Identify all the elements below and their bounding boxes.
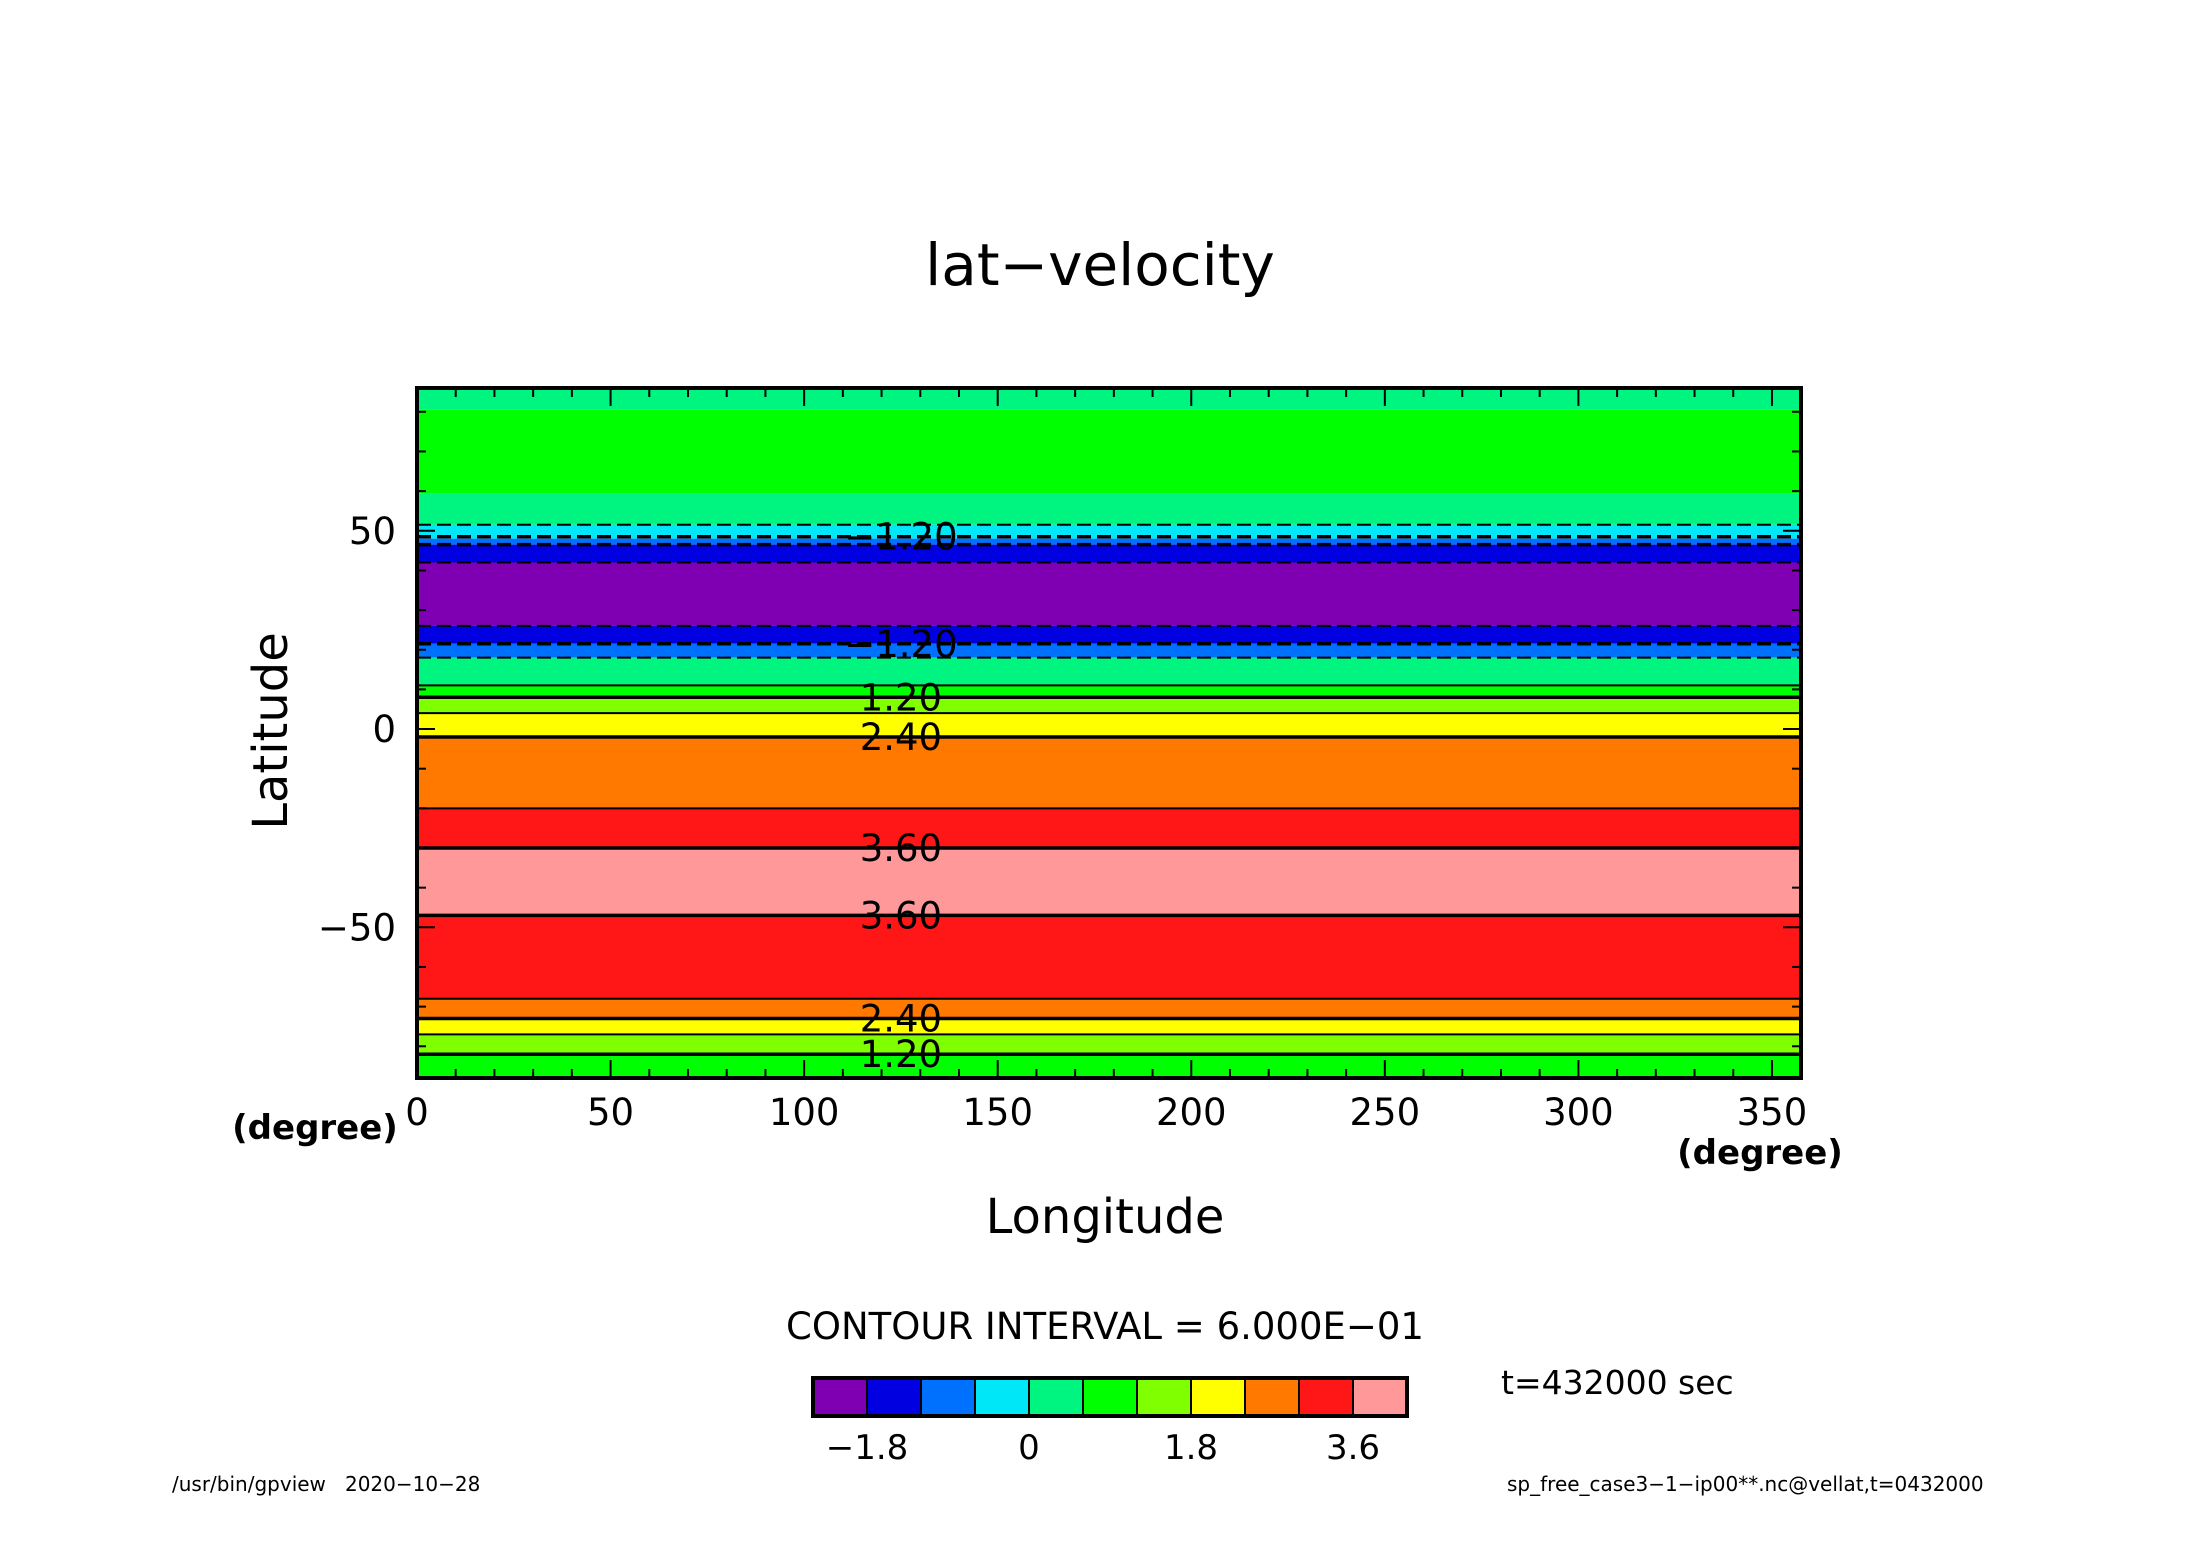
colorbar-cell <box>1244 1377 1300 1417</box>
colorbar <box>811 1376 1409 1418</box>
contour-band <box>417 697 1801 714</box>
contour-band <box>417 388 1801 410</box>
colorbar-cell <box>1298 1377 1354 1417</box>
colorbar-cell <box>1352 1377 1408 1417</box>
x-tick-label: 200 <box>1156 1091 1227 1134</box>
contour-band <box>417 1054 1801 1078</box>
footer-left: /usr/bin/gpview 2020−10−28 <box>172 1472 480 1496</box>
contour-band <box>417 685 1801 698</box>
contour-band <box>417 643 1801 658</box>
x-tick-label: 0 <box>405 1091 429 1134</box>
contour-band <box>417 657 1801 686</box>
colorbar-frame <box>811 1376 1409 1418</box>
colorbar-tick-label: −1.8 <box>826 1428 909 1468</box>
y-tick-label: 50 <box>349 510 396 553</box>
contour-band <box>417 544 1801 563</box>
contour-label: −1.20 <box>844 623 957 666</box>
contour-label: −1.20 <box>844 516 957 559</box>
colorbar-tick-label: 1.8 <box>1164 1428 1218 1468</box>
colorbar-cell <box>1190 1377 1246 1417</box>
contour-band <box>417 493 1801 525</box>
contour-fill-bands <box>417 388 1801 1078</box>
contour-band <box>417 1018 1801 1035</box>
colorbar-cell <box>1028 1377 1084 1417</box>
contour-band <box>417 736 1801 809</box>
colorbar-cell <box>812 1377 868 1417</box>
x-unit-right: (degree) <box>1677 1133 1843 1173</box>
x-axis-label: Longitude <box>986 1189 1225 1245</box>
colorbar-tick-label: 3.6 <box>1326 1428 1380 1468</box>
contour-interval-text: CONTOUR INTERVAL = 6.000E−01 <box>786 1305 1424 1348</box>
chart-title: lat−velocity <box>925 231 1275 299</box>
contour-band <box>417 713 1801 737</box>
x-tick-labels: 0 50 100 150 200 250 300 350 <box>405 1091 1807 1134</box>
contour-band <box>417 808 1801 848</box>
x-unit-left: (degree) <box>232 1108 398 1148</box>
time-label: t=432000 sec <box>1501 1363 1734 1402</box>
contour-band <box>417 538 1801 545</box>
colorbar-tick-labels: −1.8 0 1.8 3.6 <box>826 1428 1380 1468</box>
x-tick-label: 300 <box>1543 1091 1614 1134</box>
contour-band <box>417 998 1801 1019</box>
colorbar-cell <box>1136 1377 1192 1417</box>
footer-right: sp_free_case3−1−ip00**.nc@vellat,t=04320… <box>1507 1472 1984 1496</box>
contour-band <box>417 409 1801 494</box>
colorbar-cell <box>1082 1377 1138 1417</box>
contour-label: 1.20 <box>860 1033 942 1076</box>
x-tick-label: 250 <box>1350 1091 1421 1134</box>
x-tick-label: 150 <box>962 1091 1033 1134</box>
contour-label: 2.40 <box>860 716 942 759</box>
contour-band <box>417 1034 1801 1055</box>
x-tick-label: 100 <box>769 1091 840 1134</box>
contour-label: 3.60 <box>860 827 942 870</box>
x-tick-label: 50 <box>587 1091 634 1134</box>
contour-labels: −1.20−1.201.202.403.603.602.401.20 <box>844 516 957 1077</box>
colorbar-cell <box>974 1377 1030 1417</box>
colorbar-cell <box>866 1377 922 1417</box>
contour-band <box>417 562 1801 626</box>
contour-band <box>417 915 1801 999</box>
plot-frame <box>415 386 1803 1080</box>
y-axis-label: Latitude <box>243 632 299 830</box>
contour-band <box>417 625 1801 644</box>
y-tick-label: 0 <box>372 708 396 751</box>
x-tick-label: 350 <box>1737 1091 1808 1134</box>
contour-label: 3.60 <box>860 894 942 937</box>
y-tick-labels: 50 0 −50 <box>318 510 396 950</box>
colorbar-tick-label: 0 <box>1018 1428 1040 1468</box>
contour-label: 1.20 <box>860 676 942 719</box>
contour-lines <box>417 523 1801 1056</box>
y-tick-label: −50 <box>318 906 396 949</box>
contour-label: 2.40 <box>860 998 942 1041</box>
colorbar-cell <box>920 1377 976 1417</box>
contour-band <box>417 848 1801 916</box>
